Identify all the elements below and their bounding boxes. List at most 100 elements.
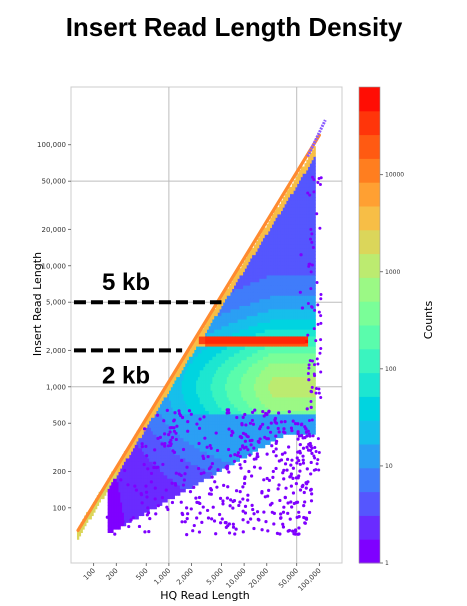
density-bin [271,400,275,405]
density-bin [280,407,284,412]
density-bin [145,508,148,513]
density-bin [149,481,152,486]
density-bin [179,481,183,486]
density-bin [196,346,199,351]
density-bin [232,369,235,374]
density-bin [199,373,203,378]
density-bin [288,258,291,262]
density-bin [264,298,268,303]
density-bin [237,393,240,398]
density-bin [206,383,210,388]
density-bin [291,190,295,195]
density-bin [239,281,242,286]
density-bin [297,278,300,283]
density-bin [293,180,296,184]
density-bin [262,386,266,391]
density-bin [187,430,190,435]
density-bin [167,454,170,459]
density-bin [266,281,269,286]
density-bin [277,264,280,269]
density-bin [167,400,170,405]
density-bin [192,400,195,405]
density-bin [199,359,203,364]
density-bin [264,274,268,279]
density-bin [122,508,125,513]
density-bin [114,478,118,483]
density-bin [188,420,192,425]
density-bin [268,420,271,425]
density-bin [295,346,298,351]
density-bin [288,315,291,320]
density-bin [257,261,260,266]
density-bin [248,315,251,320]
density-bin [252,305,255,310]
density-bin [252,424,255,428]
density-bin [141,434,145,439]
density-bin [259,308,262,313]
density-bin [241,288,244,293]
density-bin [190,393,194,398]
density-bin [221,400,224,405]
density-bin [232,420,235,425]
density-bin [284,393,287,398]
density-bin [286,356,289,361]
density-bin [286,207,289,212]
density-bin [214,308,217,313]
density-bin [250,359,253,364]
density-bin [248,312,251,317]
density-bin [217,457,221,462]
density-bin [170,478,174,483]
density-bin [280,373,284,378]
density-bin [239,427,242,432]
density-bin [239,305,242,310]
density-bin [136,457,139,462]
density-bin [225,413,228,418]
density-bin [223,366,226,371]
density-bin [174,441,177,445]
density-bin [273,278,277,283]
density-bin [215,366,219,371]
density-bin [172,427,175,432]
density-bin [185,427,188,432]
density-bin [266,322,269,327]
density-bin [277,274,280,279]
density-bin [131,508,134,513]
density-bin [206,393,210,398]
density-bin [192,410,195,415]
density-bin [241,373,244,378]
density-bin [279,315,282,320]
density-bin [228,346,231,351]
density-bin [286,410,289,415]
density-bin [147,430,150,435]
density-bin [152,430,156,435]
density-bin [205,474,208,479]
density-bin [297,207,300,212]
density-bin [293,366,296,371]
density-bin [214,413,217,418]
density-bin [187,427,190,432]
density-bin [225,352,228,357]
density-bin [291,237,295,242]
density-bin [221,390,224,395]
density-bin [109,515,112,520]
density-bin [206,410,210,415]
density-bin [152,420,156,425]
density-bin [248,305,251,310]
density-bin [223,383,226,388]
density-bin [214,390,217,395]
density-bin [246,352,249,357]
density-bin [277,373,280,378]
density-bin [172,471,175,476]
density-bin [160,430,163,435]
density-bin [268,224,271,229]
density-bin [199,444,203,449]
density-bin [141,430,145,435]
density-bin [185,430,188,435]
density-bin [206,457,210,462]
density-bin [239,451,242,456]
density-bin [282,366,286,371]
density-bin [282,227,286,232]
density-bin [271,220,275,225]
density-bin [270,407,273,412]
density-bin [266,268,269,273]
